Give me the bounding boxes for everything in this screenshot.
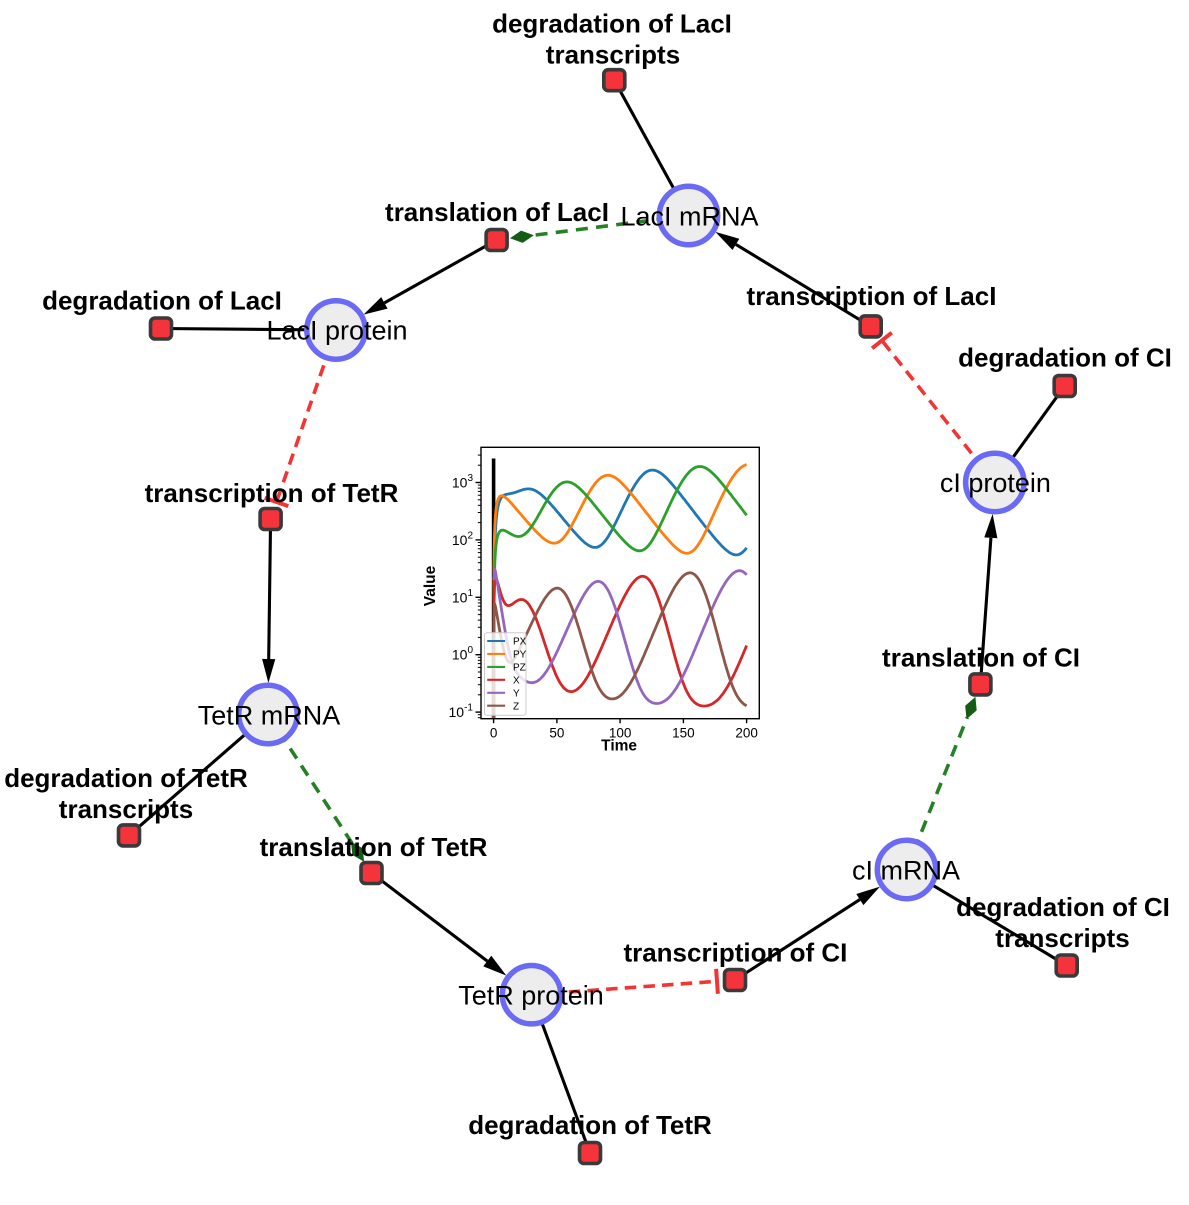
svg-text:100: 100	[609, 726, 632, 741]
svg-text:degradation of CI: degradation of CI	[958, 343, 1172, 373]
svg-text:degradation of TetR: degradation of TetR	[468, 1110, 712, 1140]
svg-text:cI protein: cI protein	[940, 468, 1051, 498]
svg-text:transcription of TetR: transcription of TetR	[145, 478, 399, 508]
svg-text:translation of CI: translation of CI	[882, 643, 1080, 673]
svg-text:transcripts: transcripts	[59, 794, 193, 824]
svg-text:150: 150	[672, 726, 695, 741]
svg-text:transcription of CI: transcription of CI	[623, 938, 847, 968]
svg-text:PX: PX	[513, 637, 527, 648]
svg-text:X: X	[513, 675, 520, 686]
svg-text:Y: Y	[513, 688, 520, 699]
svg-text:transcripts: transcripts	[546, 39, 680, 69]
svg-text:transcripts: transcripts	[995, 923, 1129, 953]
svg-text:LacI mRNA: LacI mRNA	[620, 202, 758, 232]
svg-text:TetR mRNA: TetR mRNA	[198, 701, 341, 731]
svg-text:101: 101	[452, 588, 474, 606]
svg-text:PY: PY	[513, 650, 527, 661]
svg-text:102: 102	[452, 530, 474, 548]
svg-text:Value: Value	[422, 565, 439, 606]
svg-text:Z: Z	[513, 701, 519, 712]
svg-text:cI mRNA: cI mRNA	[852, 856, 960, 886]
svg-text:degradation of TetR: degradation of TetR	[4, 763, 248, 793]
svg-text:degradation of LacI: degradation of LacI	[492, 8, 732, 38]
svg-text:LacI protein: LacI protein	[266, 316, 407, 346]
svg-text:transcription of LacI: transcription of LacI	[747, 281, 997, 311]
svg-text:PZ: PZ	[513, 663, 526, 674]
svg-text:200: 200	[735, 726, 758, 741]
svg-text:TetR protein: TetR protein	[458, 981, 604, 1011]
svg-text:10-1: 10-1	[449, 703, 474, 721]
svg-text:50: 50	[549, 726, 564, 741]
svg-text:degradation of LacI: degradation of LacI	[42, 286, 282, 316]
svg-text:103: 103	[452, 473, 474, 491]
svg-text:0: 0	[490, 726, 498, 741]
svg-text:translation of TetR: translation of TetR	[260, 832, 488, 862]
svg-text:translation of LacI: translation of LacI	[385, 197, 609, 227]
svg-text:Time: Time	[601, 738, 637, 755]
svg-text:100: 100	[452, 645, 474, 663]
svg-text:degradation of CI: degradation of CI	[956, 892, 1170, 922]
